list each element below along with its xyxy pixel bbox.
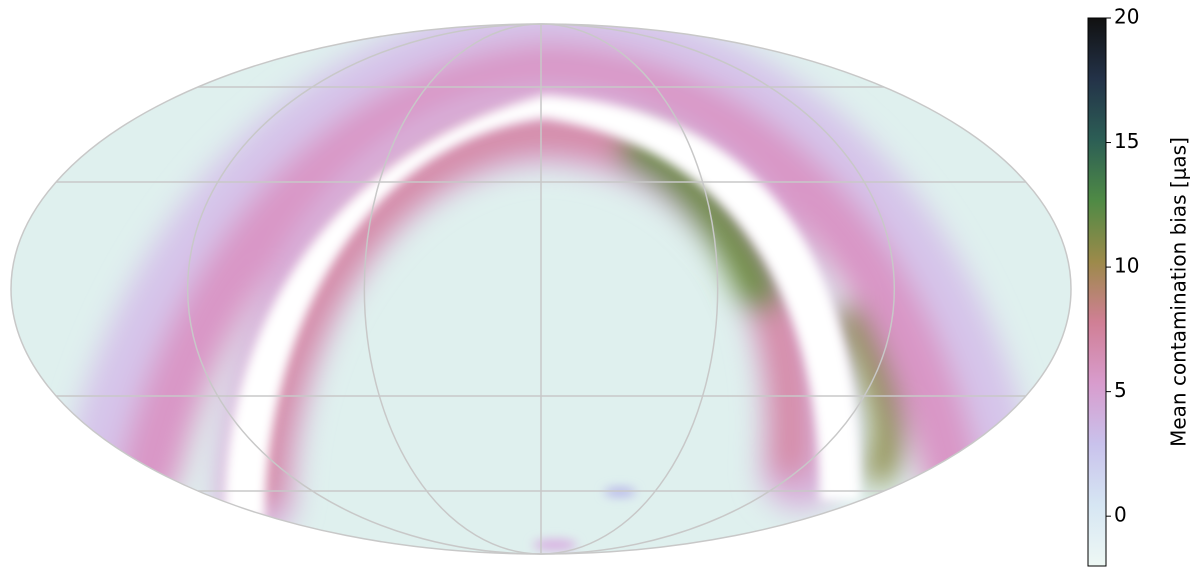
colorbar-tick-label: 20 [1114, 5, 1139, 29]
colorbar-tick-label: 5 [1114, 378, 1127, 402]
colorbar-label: Mean contamination bias [μas] [1167, 137, 1191, 447]
colorbar-tick-label: 15 [1114, 129, 1139, 153]
map-border [10, 23, 1072, 555]
colorbar-tick-label: 10 [1114, 254, 1139, 278]
colorbar [1087, 17, 1107, 567]
colorbar-tick-label: 0 [1114, 503, 1127, 527]
